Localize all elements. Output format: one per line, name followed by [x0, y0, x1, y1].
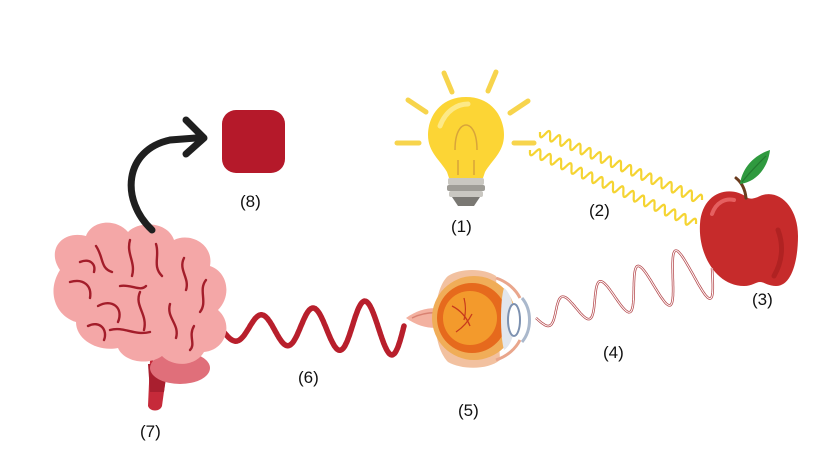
label-8: (8): [240, 192, 261, 211]
label-4: (4): [603, 343, 624, 362]
eye-icon: [406, 270, 531, 368]
reflected-wave-inner: [535, 250, 714, 327]
light-wave-icon: [528, 129, 704, 226]
label-1: (1): [451, 217, 472, 236]
curved-arrow-icon: [127, 116, 208, 234]
light-bulb-icon: [394, 69, 537, 206]
label-6: (6): [298, 368, 319, 387]
label-3: (3): [752, 290, 773, 309]
label-2: (2): [589, 201, 610, 220]
apple-icon: [699, 150, 798, 286]
label-5: (5): [458, 401, 479, 420]
nerve-signal-icon: [219, 298, 407, 358]
label-7: (7): [140, 422, 161, 441]
red-square-icon: [222, 110, 285, 173]
brain-icon: [53, 222, 227, 411]
